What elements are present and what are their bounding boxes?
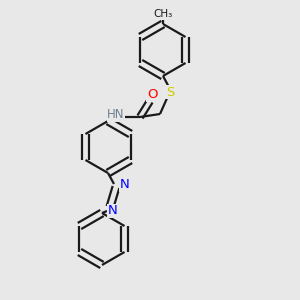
Text: HN: HN bbox=[107, 109, 125, 122]
Text: CH₃: CH₃ bbox=[153, 9, 172, 19]
Text: S: S bbox=[166, 85, 174, 98]
Text: N: N bbox=[120, 178, 130, 191]
Text: N: N bbox=[108, 205, 118, 218]
Text: O: O bbox=[147, 88, 157, 101]
